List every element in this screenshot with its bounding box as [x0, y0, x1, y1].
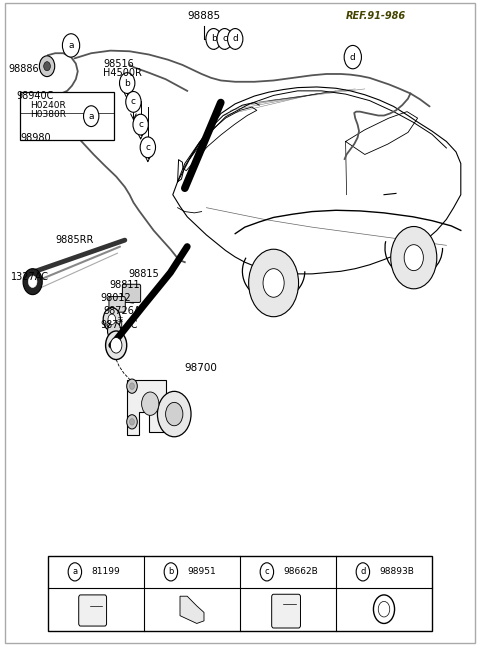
Polygon shape [180, 596, 204, 624]
Circle shape [166, 402, 183, 426]
Text: 98012: 98012 [101, 293, 132, 303]
Text: 98726A: 98726A [103, 306, 141, 316]
Text: 98662B: 98662B [283, 567, 318, 576]
Bar [20, 92, 114, 140]
Circle shape [39, 56, 55, 77]
Circle shape [404, 245, 423, 271]
Text: 98886: 98886 [9, 64, 39, 74]
Text: 98980: 98980 [20, 133, 51, 143]
Circle shape [44, 62, 50, 71]
FancyBboxPatch shape [122, 284, 141, 302]
Circle shape [206, 29, 221, 49]
Polygon shape [127, 380, 168, 435]
Circle shape [130, 419, 134, 425]
Circle shape [28, 276, 37, 288]
Circle shape [130, 383, 134, 389]
Circle shape [120, 73, 135, 93]
Circle shape [108, 322, 121, 340]
Circle shape [127, 379, 137, 393]
Circle shape [23, 269, 42, 295]
Text: H4500R: H4500R [103, 68, 142, 78]
Text: c: c [222, 34, 227, 43]
Text: REF.91-986: REF.91-986 [346, 11, 406, 21]
FancyBboxPatch shape [79, 595, 107, 626]
Text: H0240R: H0240R [30, 101, 65, 110]
Circle shape [164, 563, 178, 581]
Text: 98893B: 98893B [379, 567, 414, 576]
Circle shape [110, 337, 122, 353]
Text: 9885RR: 9885RR [55, 236, 94, 245]
Circle shape [249, 249, 299, 317]
Circle shape [103, 308, 120, 331]
Text: c: c [138, 120, 143, 129]
Circle shape [133, 114, 148, 135]
Text: b: b [211, 34, 216, 43]
Circle shape [108, 314, 116, 324]
Text: 98885: 98885 [187, 11, 221, 21]
Circle shape [106, 331, 127, 360]
Text: 81199: 81199 [91, 567, 120, 576]
Text: b: b [168, 567, 174, 576]
Circle shape [260, 563, 274, 581]
Circle shape [344, 45, 361, 69]
Polygon shape [124, 288, 137, 303]
Circle shape [142, 392, 159, 415]
FancyBboxPatch shape [272, 594, 300, 628]
Circle shape [140, 137, 156, 158]
FancyBboxPatch shape [109, 297, 125, 312]
Text: 98516: 98516 [103, 59, 134, 69]
Text: c: c [145, 143, 150, 152]
Circle shape [356, 563, 370, 581]
Text: d: d [360, 567, 366, 576]
Text: 98815: 98815 [129, 269, 159, 279]
Text: a: a [68, 41, 74, 50]
Circle shape [217, 29, 232, 49]
Circle shape [263, 269, 284, 297]
Circle shape [157, 391, 191, 437]
Circle shape [84, 106, 99, 127]
Circle shape [391, 227, 437, 289]
Text: d: d [350, 53, 356, 62]
Text: a: a [72, 567, 77, 576]
Circle shape [228, 29, 243, 49]
Circle shape [127, 415, 137, 429]
Text: 98700: 98700 [185, 363, 217, 373]
Text: c: c [131, 97, 136, 106]
Text: d: d [232, 34, 238, 43]
Text: 1327AC: 1327AC [11, 272, 48, 282]
Circle shape [62, 34, 80, 57]
Circle shape [126, 92, 141, 112]
Text: 98811: 98811 [109, 280, 140, 290]
Text: c: c [264, 567, 269, 576]
Circle shape [68, 563, 82, 581]
Text: 98951: 98951 [187, 567, 216, 576]
Text: b: b [124, 79, 130, 88]
Text: a: a [88, 112, 94, 121]
Text: H0380R: H0380R [30, 110, 66, 119]
Text: 98714C: 98714C [101, 320, 138, 330]
Text: 98940C: 98940C [17, 91, 54, 101]
Bar [48, 556, 432, 631]
